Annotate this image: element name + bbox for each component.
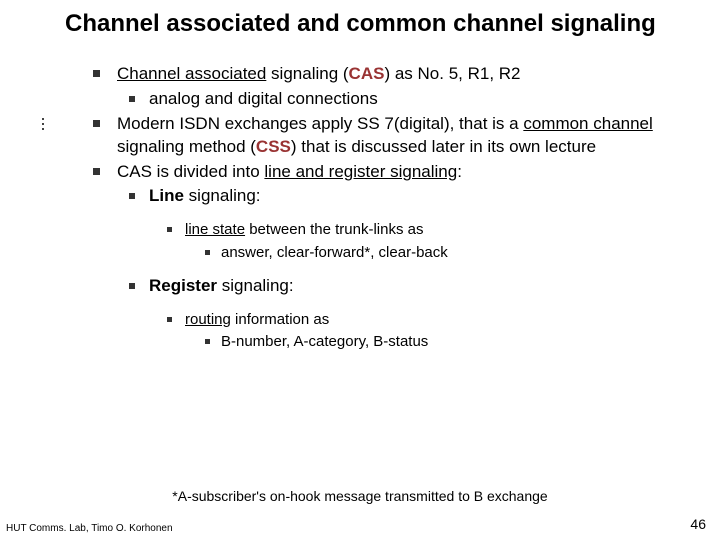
text: signaling ( [266, 64, 348, 83]
text: between the trunk-links as [245, 221, 423, 238]
list-item: Channel associated signaling (CAS) as No… [65, 63, 690, 86]
text: CAS is divided into [117, 162, 264, 181]
list-item: Register signaling: [65, 275, 690, 298]
text: common channel [523, 114, 652, 133]
list-item: Line signaling: [65, 185, 690, 208]
text: information as [231, 311, 329, 328]
text: answer, clear-forward*, clear-back [221, 244, 448, 261]
css-abbrev: CSS [256, 137, 291, 156]
footer-author: HUT Comms. Lab, Timo O. Korhonen [6, 523, 173, 534]
text: ) that is discussed later in its own lec… [291, 137, 596, 156]
text: Line [149, 186, 184, 205]
page-number: 46 [690, 516, 706, 532]
spacer [65, 300, 690, 310]
list-item: CAS is divided into line and register si… [65, 161, 690, 184]
list-item: routing information as [65, 310, 690, 330]
list-item: line state between the trunk-links as [65, 220, 690, 240]
cas-abbrev: CAS [349, 64, 385, 83]
text: B-number, A-category, B-status [221, 333, 428, 350]
text: Modern ISDN exchanges apply SS 7(digital… [117, 114, 523, 133]
spacer [65, 265, 690, 275]
list-item: answer, clear-forward*, clear-back [65, 243, 690, 263]
text: line state [185, 221, 245, 238]
text: routing [185, 311, 231, 328]
content-list: Channel associated signaling (CAS) as No… [65, 63, 690, 353]
spacer [65, 210, 690, 220]
list-item: analog and digital connections [65, 88, 690, 111]
text: Register [149, 276, 217, 295]
text: signaling method ( [117, 137, 256, 156]
decorative-dots [42, 118, 44, 130]
text: line and register signaling [264, 162, 457, 181]
text: ) as No. 5, R1, R2 [384, 64, 520, 83]
footnote: *A-subscriber's on-hook message transmit… [0, 488, 720, 504]
text: : [457, 162, 462, 181]
slide-title: Channel associated and common channel si… [65, 10, 690, 39]
text: analog and digital connections [149, 89, 378, 108]
list-item: Modern ISDN exchanges apply SS 7(digital… [65, 113, 690, 159]
list-item: B-number, A-category, B-status [65, 332, 690, 352]
slide: Channel associated and common channel si… [0, 0, 720, 540]
text: signaling: [184, 186, 261, 205]
text: signaling: [217, 276, 294, 295]
text: Channel associated [117, 64, 266, 83]
